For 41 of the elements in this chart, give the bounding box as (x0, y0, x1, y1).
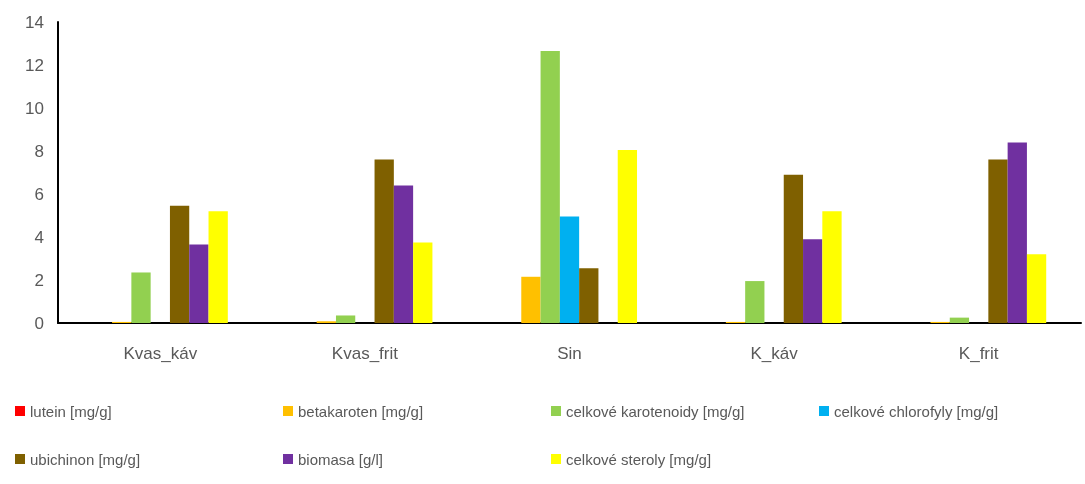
bar (374, 159, 394, 323)
bar (822, 211, 842, 323)
legend-label: ubichinon [mg/g] (30, 450, 141, 468)
bar (335, 315, 356, 323)
y-tick-label: 10 (25, 98, 44, 118)
y-tick-label: 0 (34, 313, 44, 333)
bar (521, 276, 541, 323)
legend-label: celkové karotenoidy [mg/g] (566, 402, 745, 420)
x-tick-label: K_frit (958, 344, 999, 363)
bar (393, 185, 414, 323)
bar (208, 211, 228, 323)
bar (579, 268, 599, 323)
x-tick-label: Sin (557, 344, 582, 363)
y-tick-label: 4 (34, 227, 44, 247)
bar (783, 174, 804, 323)
y-tick-label: 12 (25, 55, 44, 75)
bar (131, 272, 151, 323)
bar (189, 244, 209, 323)
y-tick-label: 6 (34, 184, 44, 204)
x-tick-label: K_káv (750, 344, 799, 363)
bar (949, 317, 970, 323)
x-tick-label: Kvas_káv (123, 344, 198, 363)
bar (803, 239, 823, 323)
bar (169, 205, 190, 323)
legend-label: celkové chlorofyly [mg/g] (834, 402, 999, 420)
y-tick-label: 2 (34, 270, 44, 290)
legend-label: lutein [mg/g] (30, 402, 112, 420)
bar (745, 281, 765, 323)
bar (540, 51, 560, 323)
legend-label: betakaroten [mg/g] (298, 402, 424, 420)
bar (413, 242, 433, 323)
bar (1007, 142, 1027, 323)
y-tick-label: 14 (25, 12, 44, 32)
bar (559, 216, 580, 323)
legend-label: celkové steroly [mg/g] (566, 450, 712, 468)
x-tick-label: Kvas_frit (331, 344, 399, 363)
bar (617, 149, 638, 323)
bar (988, 159, 1008, 323)
bar (1026, 254, 1047, 323)
y-tick-label: 8 (34, 141, 44, 161)
legend-label: biomasa [g/l] (298, 450, 384, 468)
